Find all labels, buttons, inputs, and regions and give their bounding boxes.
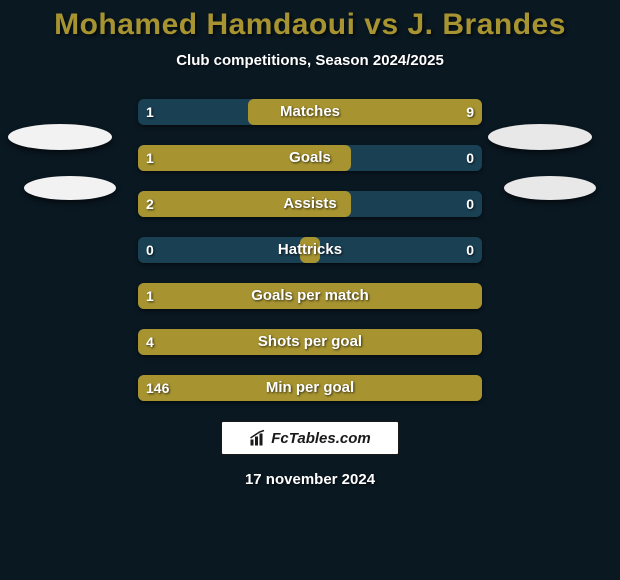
stat-value-left: 146: [146, 375, 169, 401]
stat-label: Goals per match: [138, 283, 482, 309]
stat-value-left: 2: [146, 191, 154, 217]
stat-value-right: 0: [466, 191, 474, 217]
comparison-chart: Matches19Goals10Assists20Hattricks00Goal…: [0, 99, 620, 401]
stat-label: Matches: [138, 99, 482, 125]
stat-row: Goals per match1: [0, 283, 620, 309]
stat-label: Assists: [138, 191, 482, 217]
subtitle: Club competitions, Season 2024/2025: [0, 52, 620, 69]
stat-row: Goals1 0: [0, 145, 620, 171]
logo-box: FcTables.com: [221, 421, 399, 455]
logo-text: FcTables.com: [271, 430, 370, 447]
stat-row: Hattricks0 0: [0, 237, 620, 263]
stat-value-left: 1: [146, 145, 154, 171]
chart-icon: [249, 429, 267, 447]
stat-row: Min per goal146: [0, 375, 620, 401]
stat-value-left: 1: [146, 99, 154, 125]
page-title: Mohamed Hamdaoui vs J. Brandes: [0, 0, 620, 42]
stat-label: Shots per goal: [138, 329, 482, 355]
stat-row: Shots per goal4: [0, 329, 620, 355]
date-label: 17 november 2024: [0, 471, 620, 488]
stat-row: Assists2 0: [0, 191, 620, 217]
stat-value-right: 9: [466, 99, 474, 125]
stat-row: Matches1 9: [0, 99, 620, 125]
stat-value-right: 0: [466, 145, 474, 171]
stat-value-right: 0: [466, 237, 474, 263]
stat-label: Min per goal: [138, 375, 482, 401]
stat-value-left: 0: [146, 237, 154, 263]
stat-value-left: 1: [146, 283, 154, 309]
stat-label: Goals: [138, 145, 482, 171]
stat-label: Hattricks: [138, 237, 482, 263]
stat-value-left: 4: [146, 329, 154, 355]
